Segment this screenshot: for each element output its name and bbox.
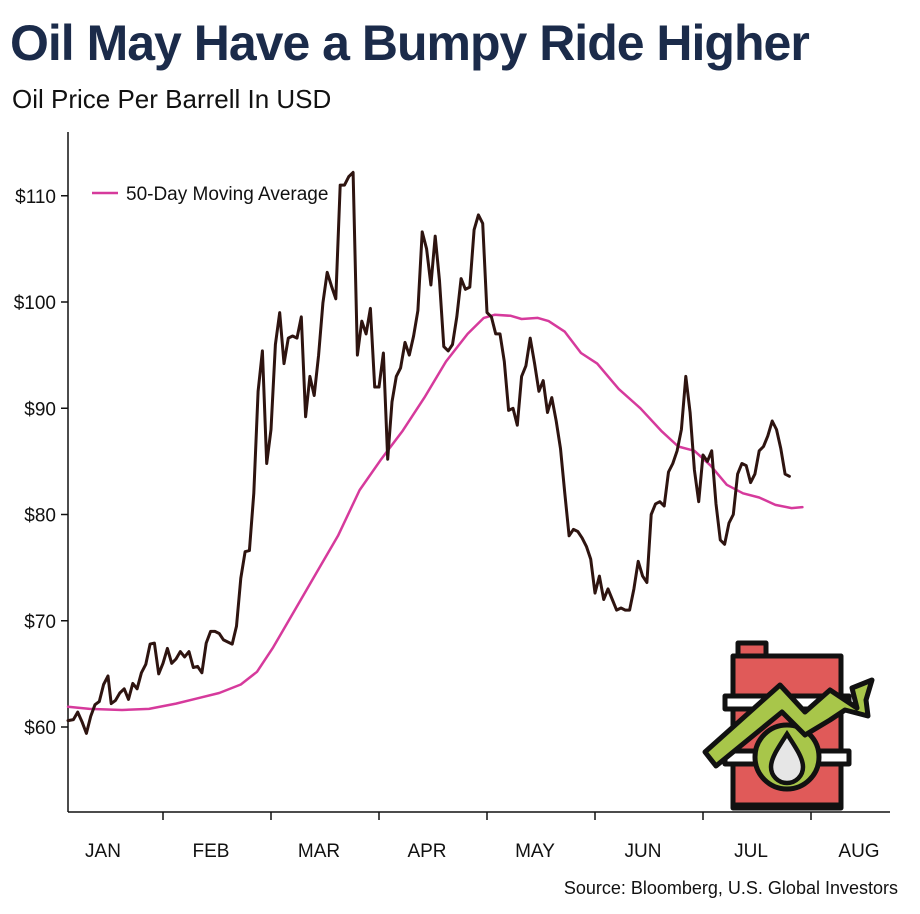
rising-arrow-icon: [702, 677, 875, 769]
x-axis: JAN FEB MAR APR MAY JUN JUL AUG: [85, 812, 880, 862]
x-tick-label: MAR: [298, 841, 340, 862]
chart-title: Oil May Have a Bumpy Ride Higher: [10, 15, 810, 71]
chart-subtitle: Oil Price Per Barrell In USD: [12, 84, 332, 114]
y-tick-label: $90: [24, 399, 56, 420]
x-tick-label: APR: [407, 841, 446, 862]
oil-barrel-illustration: [702, 640, 875, 811]
source-note: Source: Bloomberg, U.S. Global Investors: [563, 878, 898, 898]
x-tick-label: MAY: [515, 841, 555, 862]
moving-average-line: [66, 313, 804, 712]
oil-drop-icon: [752, 722, 822, 792]
x-tick-label: FEB: [193, 841, 230, 862]
y-tick-label: $110: [15, 187, 56, 208]
y-tick-label: $70: [24, 612, 56, 633]
series-layer: [66, 170, 804, 735]
x-tick-label: JUN: [625, 841, 662, 862]
y-tick-label: $80: [24, 506, 56, 527]
y-tick-label: $100: [14, 293, 56, 314]
price-line: [66, 170, 791, 735]
x-tick-label: JUL: [734, 841, 768, 862]
chart-axes: [67, 132, 890, 813]
x-tick-label: AUG: [838, 841, 879, 862]
legend-label-moving-average: 50-Day Moving Average: [126, 184, 328, 205]
legend: 50-Day Moving Average: [92, 184, 328, 205]
y-tick-label: $60: [24, 718, 56, 739]
y-axis: $60 $70 $80 $90 $100 $110: [14, 187, 68, 739]
x-tick-label: JAN: [85, 841, 121, 862]
